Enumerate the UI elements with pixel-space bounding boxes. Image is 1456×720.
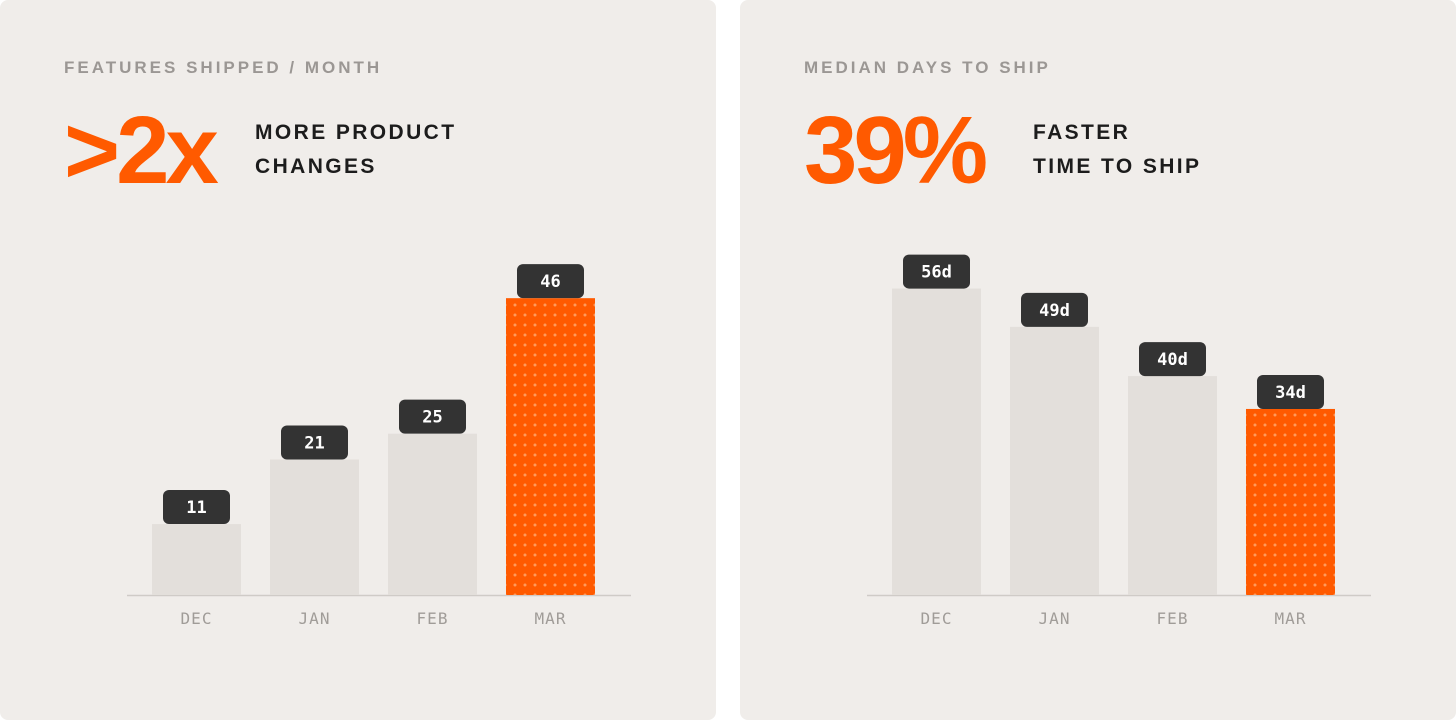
big-stat: 39%: [804, 97, 988, 204]
eyebrow-label: MEDIAN DAYS TO SHIP: [804, 58, 1051, 77]
stat-caption-line: FASTER: [1033, 121, 1131, 144]
data-label: 34d: [1275, 383, 1306, 403]
data-label-badge: [517, 264, 584, 299]
x-tick-label: DEC: [921, 609, 953, 628]
stat-caption-line: TIME TO SHIP: [1033, 155, 1202, 178]
data-label: 40d: [1157, 350, 1188, 370]
big-stat: >2x: [64, 97, 219, 204]
features-shipped-card: FEATURES SHIPPED / MONTH >2x MORE PRODUC…: [0, 0, 716, 720]
data-label: 25: [422, 408, 442, 428]
x-tick-label: FEB: [1157, 609, 1189, 628]
data-label: 11: [186, 498, 206, 518]
x-tick-label: MAR: [1275, 609, 1307, 628]
x-tick-label: JAN: [1039, 609, 1071, 628]
data-label: 46: [540, 272, 560, 292]
bar-jan: [270, 459, 359, 595]
eyebrow-label: FEATURES SHIPPED / MONTH: [64, 58, 383, 77]
bar-feb: [1128, 376, 1217, 595]
data-label-badge: [281, 425, 348, 460]
data-label-badge: [1139, 342, 1206, 377]
x-tick-label: JAN: [299, 609, 331, 628]
data-label-badge: [163, 490, 230, 525]
data-label-badge: [903, 254, 970, 289]
bar-dec: [152, 524, 241, 595]
bar-dec: [892, 288, 981, 595]
features-bar-chart: 11 DEC 21 JAN 25 FEB 46 MAR: [127, 264, 631, 628]
data-label: 21: [304, 433, 324, 453]
x-tick-label: MAR: [535, 609, 567, 628]
bar-mar: [506, 298, 595, 595]
bar-jan: [1010, 326, 1099, 595]
x-tick-label: DEC: [181, 609, 213, 628]
data-label: 49d: [1039, 301, 1070, 321]
data-label-badge: [399, 399, 466, 434]
stat-caption-line: CHANGES: [255, 155, 377, 178]
days-to-ship-card: MEDIAN DAYS TO SHIP 39% FASTER TIME TO S…: [740, 0, 1456, 720]
data-label-badge: [1257, 374, 1324, 409]
x-tick-label: FEB: [417, 609, 449, 628]
days-bar-chart: 56d DEC 49d JAN 40d FEB 34d MAR: [867, 254, 1371, 628]
data-label-badge: [1021, 292, 1088, 327]
stat-caption: MORE PRODUCT CHANGES: [255, 116, 456, 184]
bar-feb: [388, 433, 477, 595]
bar-mar: [1246, 408, 1335, 595]
data-label: 56d: [921, 263, 952, 283]
stat-caption: FASTER TIME TO SHIP: [1033, 116, 1201, 184]
stat-caption-line: MORE PRODUCT: [255, 121, 457, 144]
